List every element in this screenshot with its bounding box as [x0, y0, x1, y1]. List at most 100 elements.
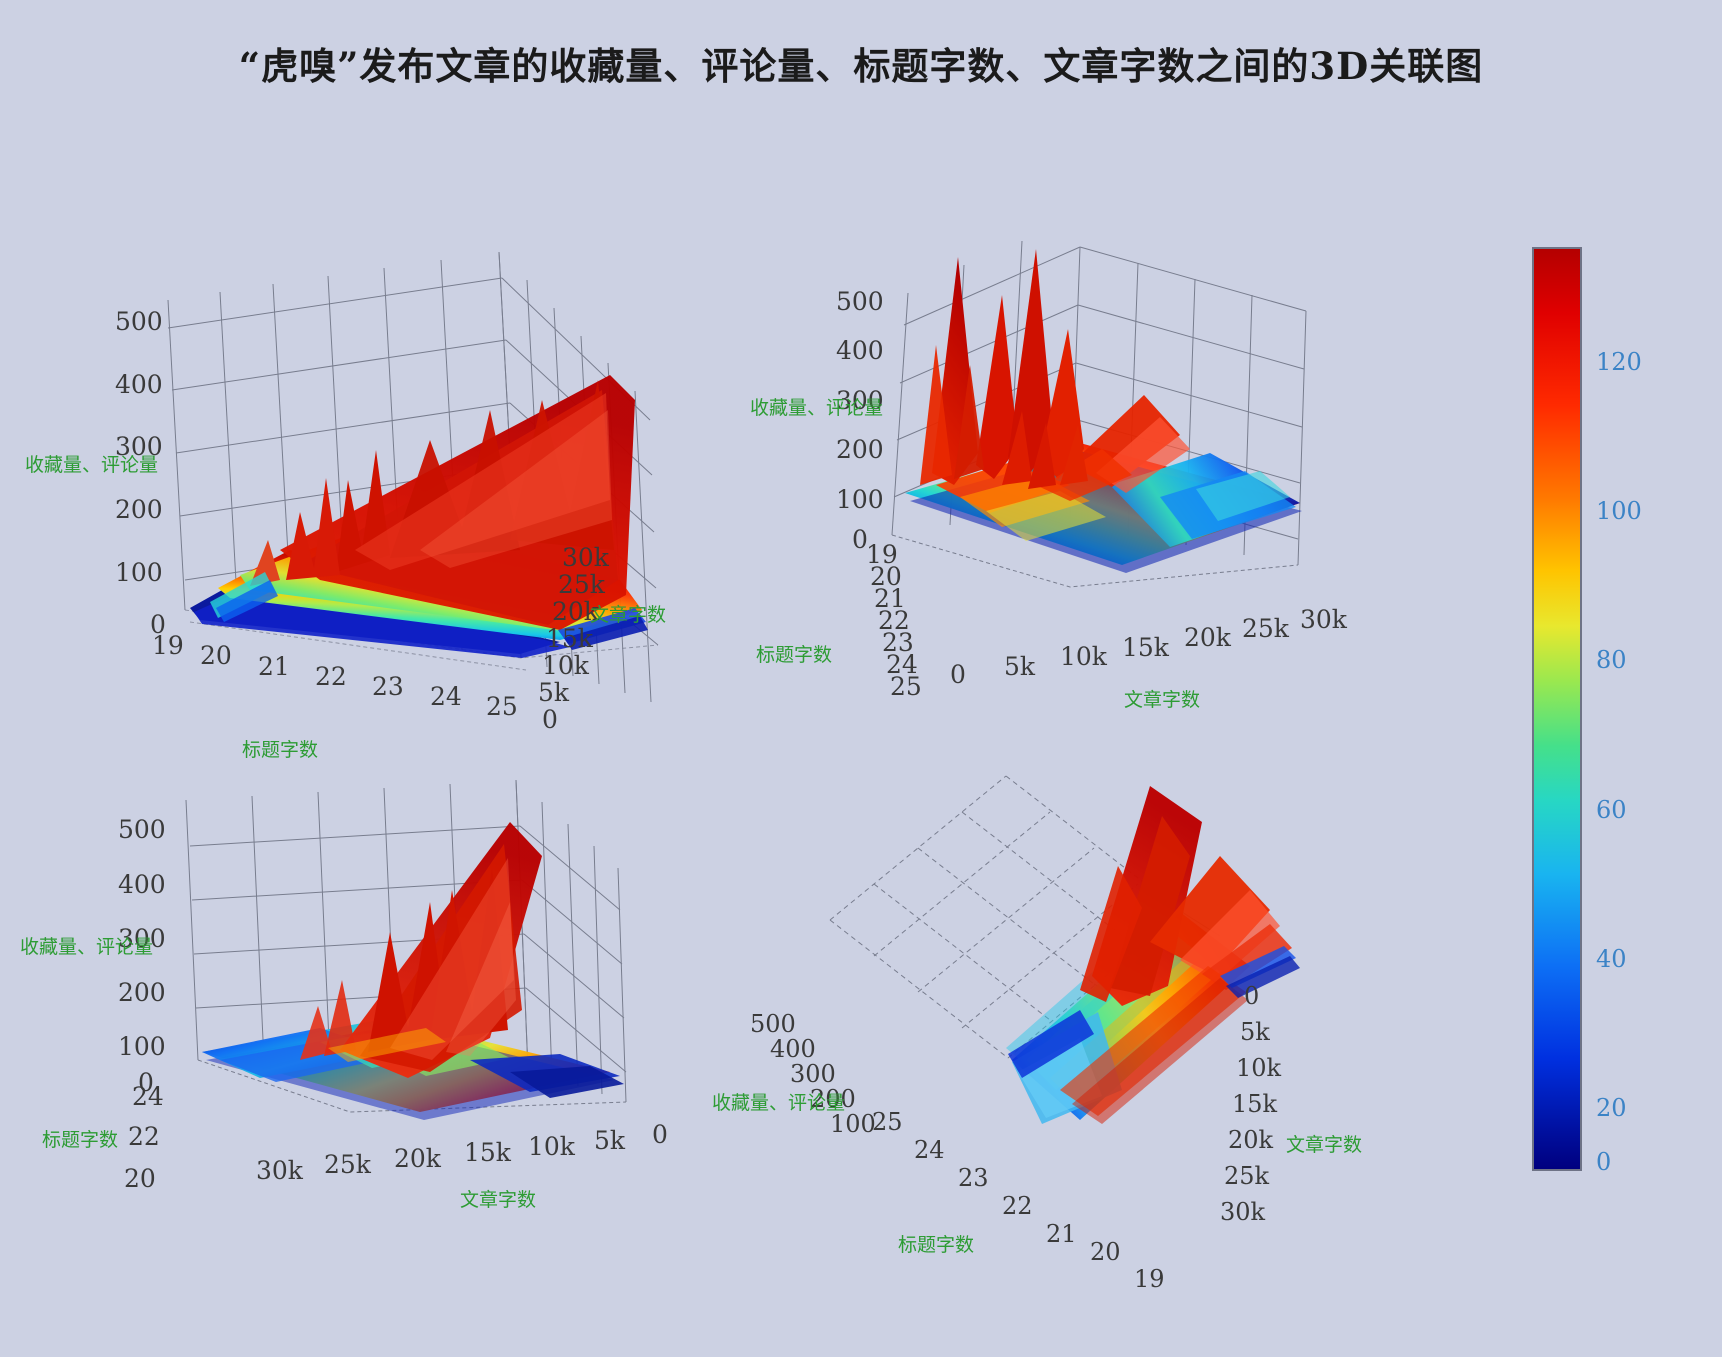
subplot-4-xtick-1: 24	[914, 1136, 945, 1164]
subplot-4-xtick-0: 25	[872, 1108, 903, 1136]
subplot-4-ytick-2: 10k	[1236, 1054, 1282, 1082]
subplot-2-ytick-5: 25k	[1242, 614, 1289, 643]
subplot-1-canvas	[167, 251, 659, 703]
subplot-3-ytick-2: 20k	[394, 1144, 441, 1173]
subplot-3-ztick-3: 200	[118, 978, 166, 1007]
subplot-3-ztick-0: 500	[118, 815, 166, 844]
subplot-3-ztick-5: 0	[138, 1068, 154, 1097]
subplot-1-ytick-1: 25k	[558, 570, 605, 599]
subplot-4-ytick-4: 20k	[1228, 1126, 1274, 1154]
figure-title: “虎嗅”发布文章的收藏量、评论量、标题字数、文章字数之间的3D关联图	[238, 44, 1484, 88]
colorbar-tick-100: 100	[1596, 497, 1642, 525]
subplot-4-ytick-5: 25k	[1224, 1162, 1270, 1190]
subplot-4-ytick-3: 15k	[1232, 1090, 1278, 1118]
subplot-3-ytick-6: 0	[652, 1120, 668, 1149]
subplot-4-zlabel: 收藏量、评论量	[712, 1092, 846, 1114]
subplot-4-xlabel: 标题字数	[898, 1234, 975, 1256]
subplot-2-ytick-2: 10k	[1060, 642, 1107, 671]
subplot-2-surface	[905, 249, 1302, 573]
subplot-4-xtick-3: 22	[1002, 1192, 1033, 1220]
subplot-3-ztick-1: 400	[118, 870, 166, 899]
subplot-3-xlabel: 标题字数	[42, 1129, 119, 1151]
subplot-1-xtick-3: 22	[315, 662, 347, 691]
subplot-2-xtick-4: 23	[882, 628, 914, 657]
subplot-4-xtick-5: 20	[1090, 1238, 1121, 1266]
subplot-3-ztick-4: 100	[118, 1032, 166, 1061]
subplot-1-ytick-3: 15k	[546, 624, 593, 653]
subplot-4-ztick-4: 100	[830, 1110, 876, 1138]
subplot-2-xtick-0: 19	[866, 540, 898, 569]
subplot-1-ztick-4: 100	[115, 558, 163, 587]
subplot-2-ztick-0: 500	[836, 287, 884, 316]
subplot-2-ztick-4: 100	[836, 485, 884, 514]
subplot-2-ytick-4: 20k	[1184, 623, 1231, 652]
subplot-3-surface	[202, 822, 624, 1120]
subplot-4-ztick-1: 400	[770, 1035, 816, 1063]
subplot-4-surface	[1006, 786, 1300, 1124]
subplot-2-xtick-3: 22	[878, 606, 910, 635]
subplot-4-canvas	[829, 775, 1300, 1124]
subplot-2-ytick-3: 15k	[1122, 633, 1169, 662]
subplot-3-ztick-2: 300	[118, 924, 166, 953]
subplot-3-ytick-3: 15k	[464, 1138, 511, 1167]
subplot-3-xtick-2: 20	[124, 1164, 156, 1193]
subplot-2-xtick-6: 25	[890, 672, 922, 701]
subplot-1[interactable]: 500 400 300 200 100 0 收藏量、评论量 19 20 21 2…	[25, 250, 730, 761]
subplot-4-ztick-3: 200	[810, 1085, 856, 1113]
subplot-1-xtick-5: 24	[430, 682, 462, 711]
subplot-4[interactable]: 500 400 300 200 100 收藏量、评论量 25 24 23 22 …	[712, 760, 1390, 1293]
subplot-3-ytick-0: 30k	[256, 1156, 303, 1185]
subplot-1-xtick-2: 21	[258, 652, 290, 681]
subplot-3-ylabel: 文章字数	[460, 1189, 537, 1211]
colorbar-tick-0: 0	[1596, 1148, 1612, 1176]
subplot-3-xtick-0: 24	[132, 1082, 164, 1111]
subplot-4-ylabel: 文章字数	[1286, 1134, 1363, 1156]
subplot-2-ylabel: 文章字数	[1124, 689, 1201, 711]
subplot-1-xtick-6: 25	[486, 692, 518, 721]
subplot-3-canvas	[185, 779, 627, 1120]
subplot-4-xtick-6: 19	[1134, 1265, 1165, 1293]
colorbar-tick-80: 80	[1596, 646, 1627, 674]
subplot-4-ytick-0: 0	[1244, 982, 1260, 1010]
subplot-3-ytick-4: 10k	[528, 1132, 575, 1161]
subplot-3-ytick-1: 25k	[324, 1150, 371, 1179]
subplot-2-ytick-1: 5k	[1004, 652, 1036, 681]
subplot-2-xtick-1: 20	[870, 562, 902, 591]
subplot-2-xtick-2: 21	[874, 584, 906, 613]
subplot-1-ztick-2: 300	[115, 432, 163, 461]
subplot-2-xtick-5: 24	[886, 650, 918, 679]
subplot-4-ztick-2: 300	[790, 1060, 836, 1088]
subplot-1-xtick-1: 20	[200, 641, 232, 670]
subplot-1-ztick-3: 200	[115, 495, 163, 524]
subplot-1-xtick-0: 19	[152, 631, 184, 660]
subplot-1-zlabel: 收藏量、评论量	[25, 454, 159, 476]
subplot-1-ytick-0: 30k	[562, 543, 609, 572]
subplot-1-surface	[190, 375, 648, 658]
subplot-2-canvas	[891, 240, 1307, 588]
colorbar-tick-40: 40	[1596, 945, 1627, 973]
subplot-2-ytick-6: 30k	[1300, 605, 1347, 634]
subplot-2[interactable]: 500 400 300 200 100 0 收藏量、评论量 19 20 21 2…	[740, 235, 1380, 735]
subplot-4-grid	[829, 775, 1183, 1059]
subplot-1-xlabel: 标题字数	[242, 739, 319, 761]
subplot-1-ztick-1: 400	[115, 370, 163, 399]
colorbar[interactable]	[1532, 247, 1582, 1171]
colorbar-tick-60: 60	[1596, 796, 1627, 824]
subplot-1-ztick-0: 500	[115, 307, 163, 336]
subplot-1-ytick-2: 20k	[552, 597, 599, 626]
subplot-3-xtick-1: 22	[128, 1122, 160, 1151]
subplot-2-ztick-2: 300	[836, 386, 884, 415]
subplot-1-ytick-6: 0	[542, 705, 558, 734]
subplot-1-ylabel: 文章字数	[590, 604, 667, 626]
subplot-2-xlabel: 标题字数	[756, 644, 833, 666]
subplot-2-ztick-5: 0	[852, 525, 868, 554]
subplot-4-xtick-4: 21	[1046, 1220, 1077, 1248]
subplot-4-ytick-6: 30k	[1220, 1198, 1266, 1226]
subplot-3-ytick-5: 5k	[594, 1126, 626, 1155]
subplot-3[interactable]: 500 400 300 200 100 0 收藏量、评论量 24 22 20 标…	[20, 760, 730, 1240]
subplot-3-zlabel: 收藏量、评论量	[20, 936, 154, 958]
colorbar-tick-120: 120	[1596, 348, 1642, 376]
subplot-1-ztick-5: 0	[150, 610, 166, 639]
subplot-1-ytick-4: 10k	[542, 651, 589, 680]
subplot-4-xtick-2: 23	[958, 1164, 989, 1192]
